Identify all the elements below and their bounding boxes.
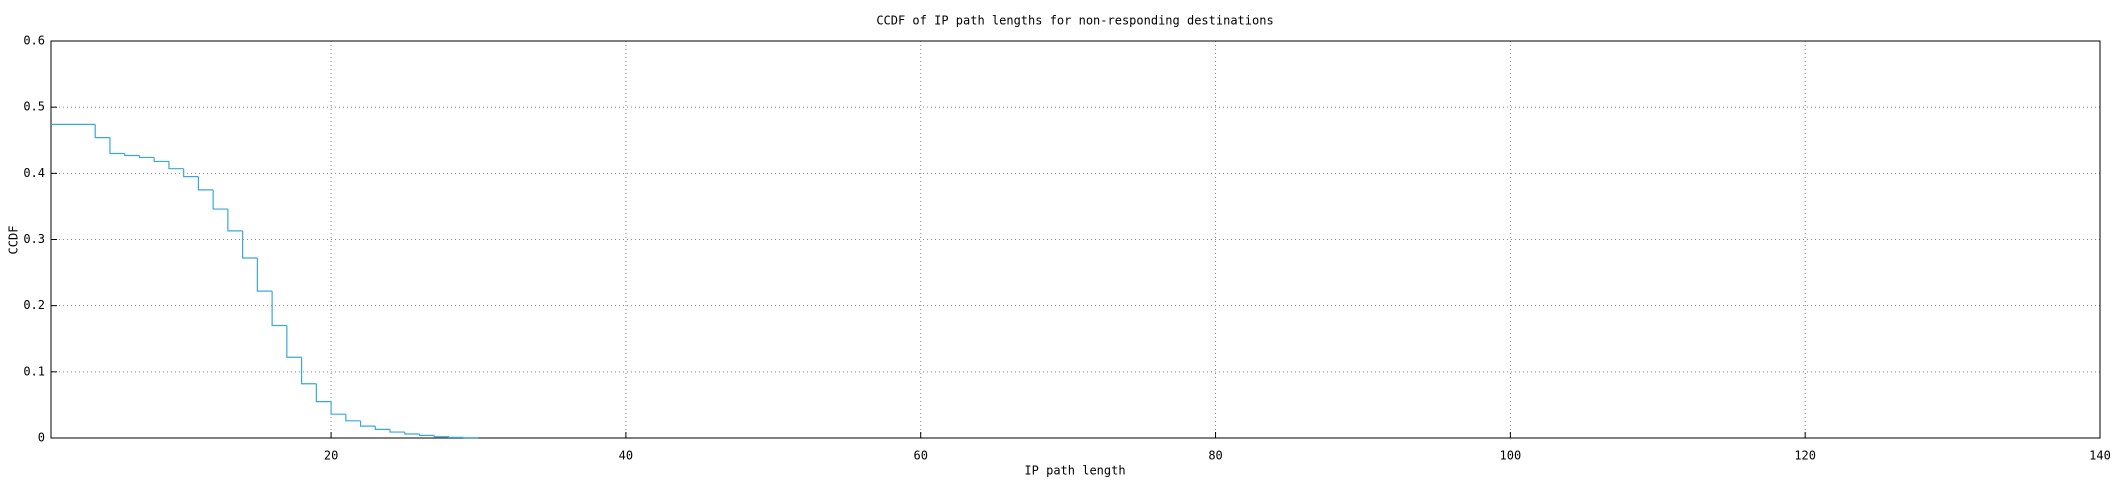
x-tick-label: 60 <box>913 449 927 463</box>
step-segment <box>404 432 420 435</box>
x-axis-label: IP path length <box>1024 464 1125 478</box>
step-segment <box>153 157 169 163</box>
step-segment <box>448 436 464 438</box>
step-segment <box>345 414 361 422</box>
step-segment <box>168 161 184 170</box>
y-tick-label: 0.5 <box>23 100 45 114</box>
step-segment <box>433 435 450 438</box>
step-segment <box>212 189 228 210</box>
x-tick-label: 140 <box>2089 449 2111 463</box>
y-tick-label: 0 <box>38 431 45 445</box>
step-segment <box>256 258 273 292</box>
step-segment <box>197 176 214 191</box>
step-segment <box>286 325 302 358</box>
chart-title: CCDF of IP path lengths for non-respondi… <box>876 14 1273 28</box>
step-segment <box>300 357 317 385</box>
step-segment <box>227 209 243 232</box>
step-segment <box>271 291 287 327</box>
x-tick-label: 40 <box>619 449 633 463</box>
step-segment <box>359 420 376 427</box>
step-segment <box>374 426 391 430</box>
y-tick-label: 0.4 <box>23 166 45 180</box>
step-segment <box>124 153 140 157</box>
step-segment <box>94 124 110 139</box>
x-tick-label: 80 <box>1208 449 1222 463</box>
step-segment <box>418 434 435 436</box>
y-tick-label: 0.2 <box>23 298 45 312</box>
step-segment <box>315 383 332 403</box>
step-segment <box>389 429 405 433</box>
step-segment <box>138 155 155 159</box>
x-tick-label: 100 <box>1500 449 1522 463</box>
y-tick-label: 0.3 <box>23 232 45 246</box>
step-segment <box>109 137 125 155</box>
step-segment <box>330 401 346 415</box>
y-tick-label: 0.6 <box>23 34 45 48</box>
step-segment <box>242 230 258 259</box>
x-tick-label: 20 <box>324 449 338 463</box>
y-tick-label: 0.1 <box>23 364 45 378</box>
y-axis-label: CCDF <box>7 226 21 255</box>
plot-frame <box>50 40 2101 439</box>
x-tick-label: 120 <box>1794 449 1816 463</box>
step-segment <box>183 168 199 178</box>
